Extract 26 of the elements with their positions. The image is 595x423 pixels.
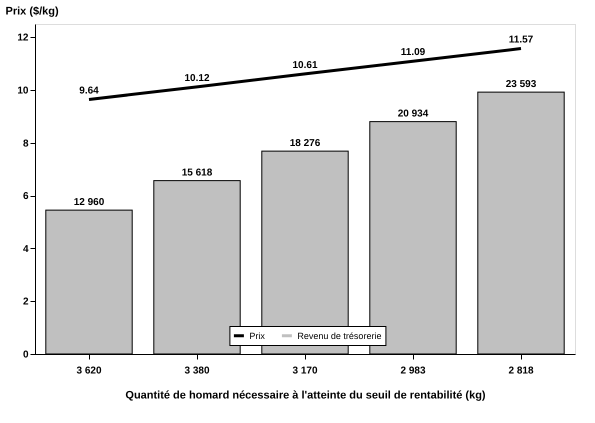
x-axis-title: Quantité de homard nécessaire à l'atteinte du seuil de rentabilité (kg) [125,390,486,402]
data-label: 10.12 [184,72,210,84]
data-label: 11.09 [400,47,426,58]
y-tick-label: 0 [22,350,29,360]
y-tick-label: 2 [22,296,29,308]
legend-label: Prix [249,330,266,341]
x-tick-label: 3 380 [184,366,210,376]
data-label: 11.57 [508,34,534,46]
y-tick-label: 12 [17,32,29,44]
y-tick-label: 10 [17,86,29,96]
y-tick-label: 8 [22,138,29,150]
data-label: 10.61 [292,60,318,71]
x-tick-label: 2 983 [400,366,426,376]
legend-label: Revenu de trésorerie [297,330,382,341]
x-tick-label: 3 620 [76,366,102,376]
y-axis-title: Prix ($/kg) [6,6,60,18]
data-label: 23 593 [506,79,537,90]
data-label: 15 618 [182,168,213,179]
data-label: 9.64 [79,86,100,97]
data-label: 20 934 [398,108,429,120]
y-tick-label: 6 [22,191,29,202]
data-label: 12 960 [74,197,105,208]
y-tick-label: 4 [22,244,29,255]
x-tick-label: 3 170 [292,366,318,376]
x-tick-label: 2 818 [508,366,534,376]
data-label: 18 276 [290,138,321,150]
